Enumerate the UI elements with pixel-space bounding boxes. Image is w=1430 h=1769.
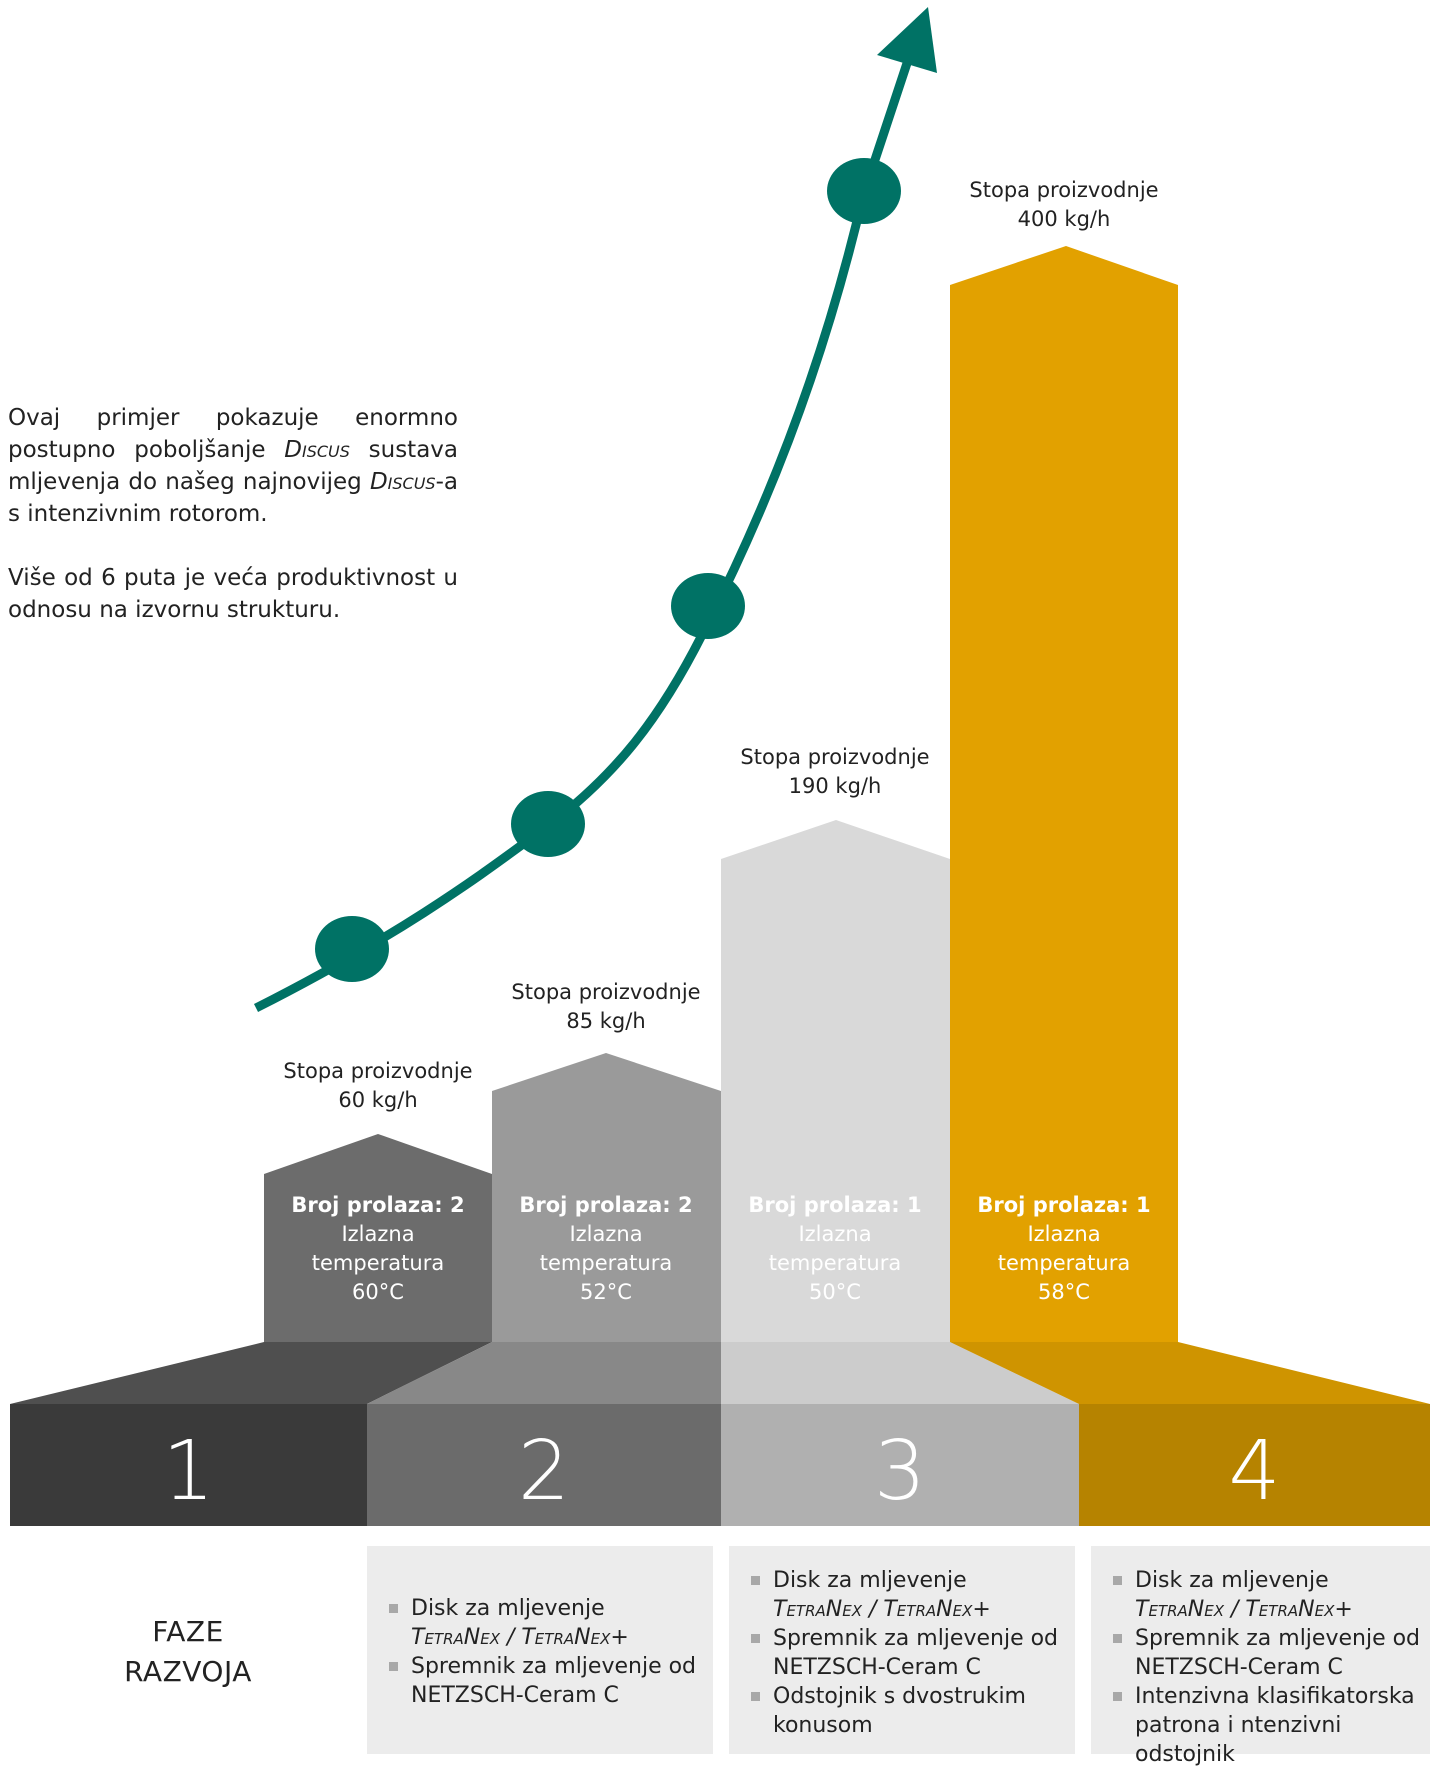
phase-1-base [10, 1404, 367, 1526]
phase-3-connector [721, 1342, 1079, 1404]
phase-number-3: 3 [873, 1424, 927, 1519]
phase-2-bar [492, 1053, 721, 1342]
feature-item: Spremnik za mljevenje od NETZSCH-Ceram C [1109, 1624, 1430, 1682]
phase-number-4: 4 [1228, 1424, 1281, 1519]
phases-label: FAZE RAZVOJA [124, 1615, 252, 1688]
rate-label-phase-3: Stopa proizvodnje 190 kg/h [740, 745, 930, 798]
rate-label-phase-2: Stopa proizvodnje 85 kg/h [511, 980, 701, 1033]
feature-item: Disk za mljevenje TetraNex / TetraNex+ [747, 1566, 1075, 1624]
intro-text: Ovaj primjer pokazuje enormno postupno p… [8, 402, 458, 626]
phase-2-base [367, 1404, 721, 1526]
features-box-phase-3: Disk za mljevenje TetraNex / TetraNex+ Sp… [729, 1546, 1075, 1754]
curve-marker-3 [671, 573, 745, 639]
curve-marker-4 [827, 158, 901, 224]
intro-paragraph-1: Ovaj primjer pokazuje enormno postupno p… [8, 405, 458, 527]
feature-item: Spremnik za mljevenje od NETZSCH-Ceram C [385, 1652, 713, 1710]
stats-phase-3: Broj prolaza: 1 Izlazna temperatura 50°C [748, 1193, 922, 1304]
rate-label-phase-4: Stopa proizvodnje 400 kg/h [969, 178, 1159, 231]
feature-item: Intenzivna klasifikatorska patrona i nten… [1109, 1682, 1430, 1769]
growth-curve [253, 28, 923, 1013]
feature-item: Disk za mljevenje TetraNex / TetraNex+ [1109, 1566, 1430, 1624]
phase-2-connector [367, 1342, 721, 1404]
phase-4-connector [950, 1342, 1430, 1404]
phase-1-connector [10, 1342, 492, 1404]
feature-item: Spremnik za mljevenje od NETZSCH-Ceram C [747, 1624, 1075, 1682]
features-box-phase-4: Disk za mljevenje TetraNex / TetraNex+ Sp… [1091, 1546, 1430, 1767]
phase-number-2: 2 [517, 1424, 571, 1519]
intro-paragraph-2: Više od 6 puta je veća produktivnost u o… [8, 565, 458, 623]
phase-3-base [721, 1404, 1079, 1526]
curve-marker-2 [511, 791, 585, 857]
stats-phase-4: Broj prolaza: 1 Izlazna temperatura 58°C [977, 1193, 1151, 1304]
features-box-phase-2: Disk za mljevenje TetraNex / TetraNex+ Sp… [367, 1546, 713, 1754]
curve-arrowhead-icon [877, 7, 937, 73]
phase-3-bar [721, 820, 950, 1342]
phase-4-base [1079, 1404, 1430, 1526]
phase-number-1: 1 [162, 1424, 215, 1519]
curve-marker-1 [315, 916, 389, 982]
phase-1-bar [264, 1134, 492, 1342]
stats-phase-1: Broj prolaza: 2 Izlazna temperatura 60°C [291, 1193, 465, 1304]
feature-item: Disk za mljevenje TetraNex / TetraNex+ [385, 1594, 713, 1652]
phase-4-bar [950, 246, 1178, 1342]
stats-phase-2: Broj prolaza: 2 Izlazna temperatura 52°C [519, 1193, 693, 1304]
feature-item: Odstojnik s dvostrukim konusom [747, 1682, 1075, 1740]
rate-label-phase-1: Stopa proizvodnje 60 kg/h [283, 1059, 473, 1112]
